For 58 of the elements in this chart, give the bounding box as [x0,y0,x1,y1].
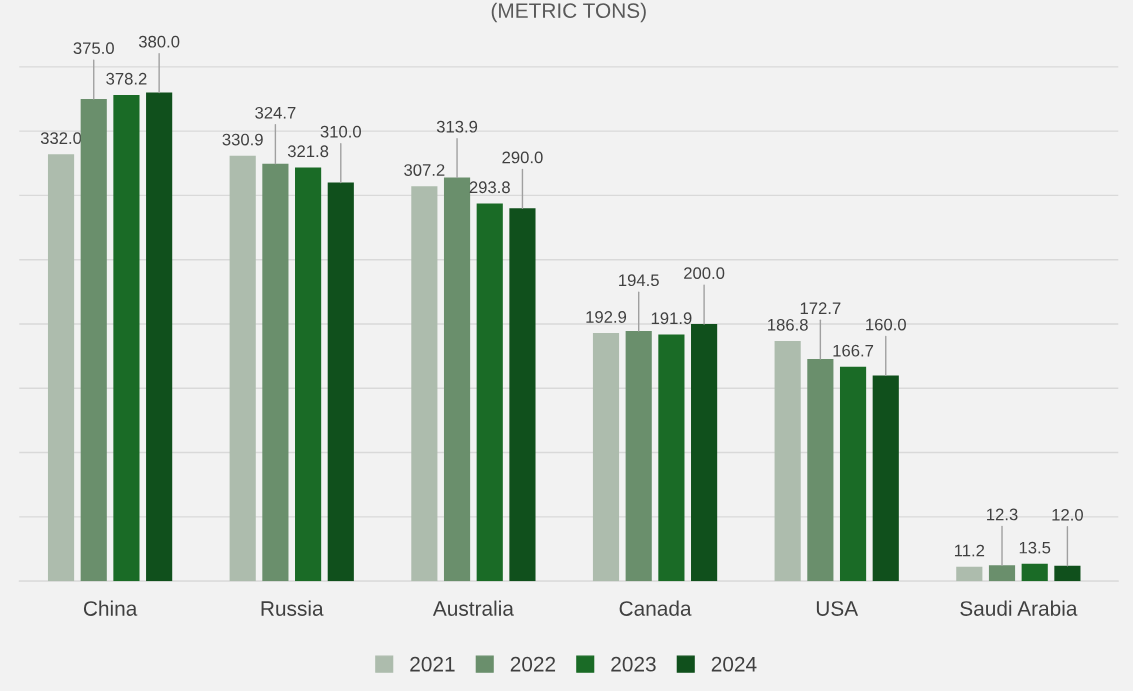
x-tick-label: China [83,600,138,616]
bar [229,155,256,582]
bar [872,375,899,582]
x-tick-label: Australia [432,600,514,616]
bar [691,323,718,582]
bar [262,163,289,582]
bar [509,208,536,582]
data-label: 380.0 [138,35,180,48]
bar [80,99,107,582]
chart-title: (METRIC TONS) [491,2,646,23]
data-label: 200.0 [684,267,725,280]
bar [295,167,322,582]
legend-label: 2022 [510,656,556,672]
bar [113,94,140,582]
data-label: 375.0 [73,42,114,55]
data-label: 166.7 [833,344,874,357]
data-label: 321.8 [287,145,329,158]
data-label: 290.0 [502,151,543,164]
bar [658,334,685,582]
bar [988,565,1016,582]
data-label: 192.9 [586,311,627,323]
data-label: 378.2 [106,72,147,85]
legend-label: 2021 [410,656,455,672]
data-label: 313.9 [436,120,478,133]
legend-label: 2023 [611,656,656,672]
data-label: 310.0 [320,125,361,138]
bar [1021,563,1048,582]
bar [625,331,652,582]
x-tick-label: Russia [261,600,324,616]
data-label: 324.7 [255,106,296,119]
bar [411,186,438,582]
bar [592,333,620,582]
bar [146,92,173,582]
x-tick-label: Saudi Arabia [960,600,1078,616]
data-label: 172.7 [800,302,841,314]
data-label: 12.0 [1052,508,1083,521]
bar [956,566,983,582]
data-label: 332.0 [40,132,82,145]
bar [774,340,801,582]
data-label: 307.2 [404,164,445,176]
data-label: 12.3 [987,508,1018,521]
data-label: 13.5 [1019,541,1051,554]
bar [839,366,867,582]
bar [476,203,503,582]
bar [47,154,75,582]
bar [443,177,471,582]
bar [807,359,834,582]
data-label: 186.8 [768,318,808,331]
data-label: 194.5 [619,274,659,287]
data-label: 160.0 [866,318,906,331]
x-tick-label: USA [816,601,859,616]
legend-label: 2024 [711,656,757,672]
data-label: 330.9 [222,133,263,146]
bar [327,182,354,582]
data-label: 191.9 [651,312,692,325]
bar [1054,565,1081,582]
data-label: 11.2 [954,544,985,557]
x-tick-label: Canada [619,600,692,616]
